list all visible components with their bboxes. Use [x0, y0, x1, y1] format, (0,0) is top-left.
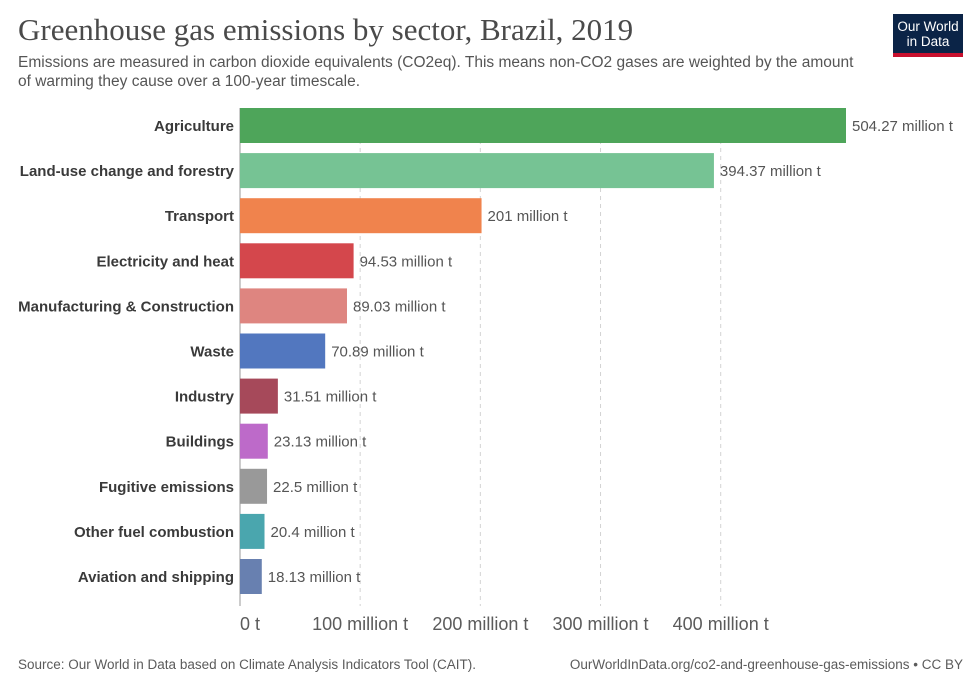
value-label: 89.03 million t	[353, 298, 446, 315]
category-label: Manufacturing & Construction	[18, 298, 234, 315]
bar-8[interactable]	[240, 468, 268, 504]
bars	[240, 108, 846, 594]
bar-7[interactable]	[240, 423, 268, 459]
url-license-link[interactable]: OurWorldInData.org/co2-and-greenhouse-ga…	[569, 657, 963, 672]
category-label: Transport	[165, 208, 234, 225]
category-label: Waste	[190, 344, 234, 361]
x-tick-label: 300 million t	[552, 614, 648, 634]
bar-6[interactable]	[240, 378, 278, 414]
bar-10[interactable]	[240, 559, 262, 594]
value-label: 94.53 million t	[360, 253, 453, 270]
bar-2[interactable]	[240, 198, 482, 234]
bar-1[interactable]	[240, 153, 714, 189]
x-tick-label: 400 million t	[673, 614, 769, 634]
value-label: 20.4 million t	[271, 524, 356, 541]
value-label: 31.51 million t	[284, 389, 377, 406]
category-label: Land-use change and forestry	[20, 163, 235, 180]
x-tick-label: 200 million t	[432, 614, 528, 634]
bar-4[interactable]	[240, 288, 347, 324]
bar-9[interactable]	[240, 513, 265, 549]
value-labels: 504.27 million t 394.37 million t 201 mill…	[268, 118, 954, 586]
category-label: Fugitive emissions	[99, 479, 234, 496]
chart-title: Greenhouse gas emissions by sector, Braz…	[18, 12, 634, 47]
value-label: 504.27 million t	[852, 118, 954, 135]
category-label: Buildings	[166, 434, 234, 451]
category-label: Industry	[175, 389, 235, 406]
category-label: Aviation and shipping	[78, 569, 234, 586]
bar-5[interactable]	[240, 333, 326, 369]
source-note: Source: Our World in Data based on Clima…	[18, 657, 476, 672]
value-label: 70.89 million t	[331, 344, 424, 361]
value-label: 201 million t	[488, 208, 569, 225]
logo-line-1: Our World	[897, 19, 959, 34]
bar-0[interactable]	[240, 108, 846, 143]
owid-logo[interactable]: Our World in Data	[893, 14, 963, 57]
value-label: 394.37 million t	[720, 163, 822, 180]
category-label: Electricity and heat	[96, 253, 234, 270]
category-label: Other fuel combustion	[74, 524, 234, 541]
grid-lines	[359, 108, 722, 606]
logo-line-2: in Data	[906, 34, 950, 49]
value-label: 18.13 million t	[268, 569, 361, 586]
x-tick-label: 0 t	[240, 614, 260, 634]
chart-subtitle: Emissions are measured in carbon dioxide…	[18, 54, 854, 90]
value-label: 23.13 million t	[274, 434, 367, 451]
value-label: 22.5 million t	[273, 479, 358, 496]
category-labels: Agriculture Land-use change and forestry T…	[18, 118, 234, 586]
x-tick-label: 100 million t	[312, 614, 408, 634]
category-label: Agriculture	[154, 118, 234, 135]
bar-3[interactable]	[240, 243, 354, 279]
